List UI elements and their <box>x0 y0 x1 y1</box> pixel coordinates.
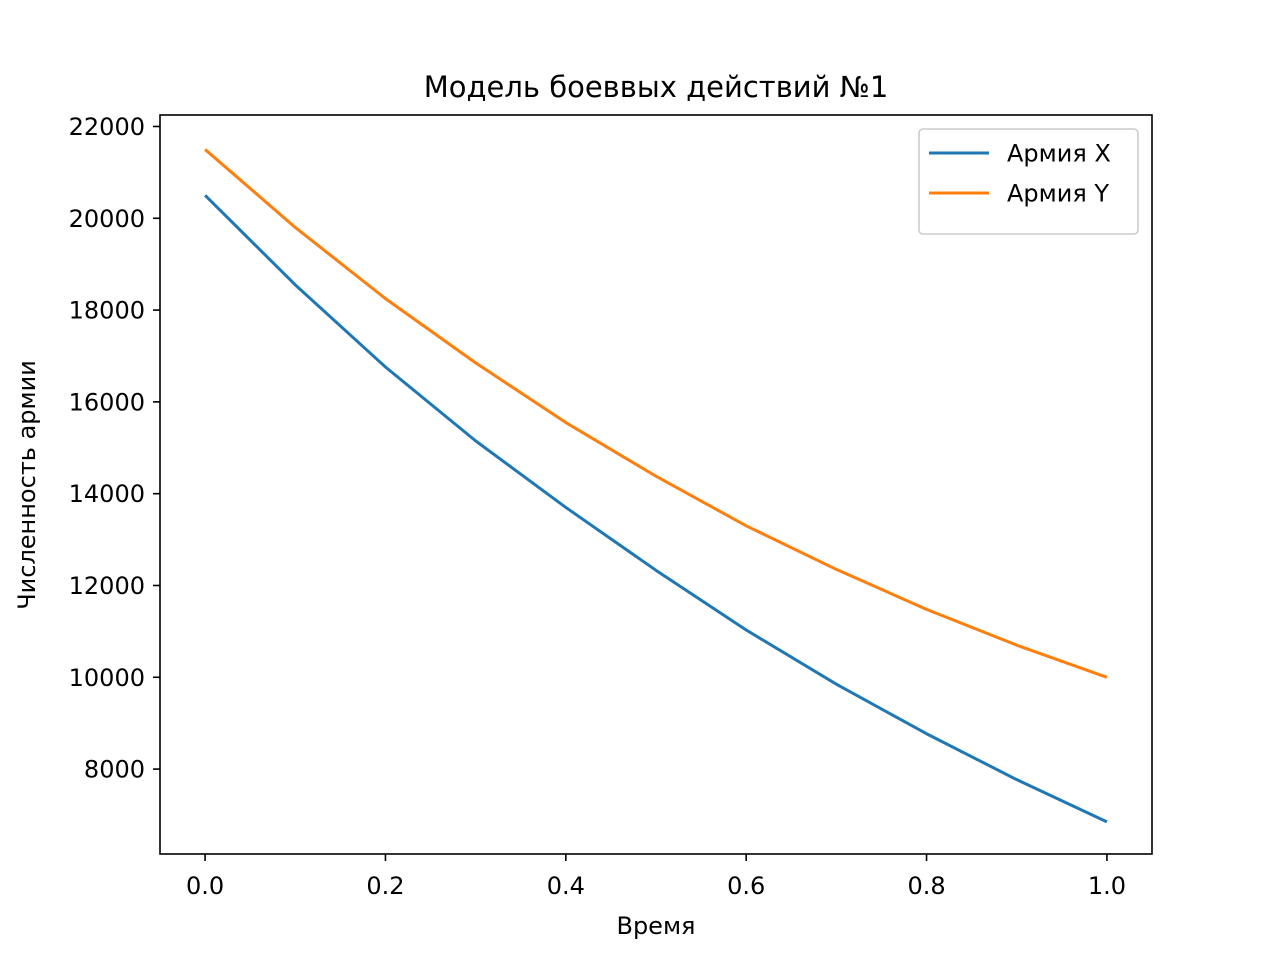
y-tick-label: 8000 <box>84 756 145 784</box>
plot-background <box>160 115 1152 854</box>
y-tick-label: 12000 <box>69 572 145 600</box>
y-axis-label: Численность армии <box>13 360 41 610</box>
y-axis-ticks: 8000 10000 12000 14000 16000 18000 20000 22000 <box>69 113 160 784</box>
legend-box <box>918 128 1139 235</box>
y-tick-label: 14000 <box>69 480 145 508</box>
x-tick-label: 0.4 <box>547 872 585 900</box>
series-line-2 <box>204 148 1108 679</box>
y-tick-label: 22000 <box>69 113 145 141</box>
legend: Армия X Армия Y <box>918 128 1139 235</box>
plot-frame <box>159 114 1153 855</box>
y-tick-label: 18000 <box>69 297 145 325</box>
series-line-1 <box>204 194 1108 824</box>
y-tick-label: 16000 <box>69 388 145 416</box>
legend-label-1: Армия X <box>1007 140 1111 168</box>
y-tick-label: 10000 <box>69 664 145 692</box>
x-tick-label: 0.0 <box>186 872 224 900</box>
x-tick-label: 0.8 <box>907 872 945 900</box>
x-tick-label: 1.0 <box>1088 872 1126 900</box>
y-tick-label: 20000 <box>69 205 145 233</box>
x-axis-label: Время <box>616 912 695 940</box>
plot-area <box>159 114 1153 855</box>
x-tick-label: 0.2 <box>366 872 404 900</box>
legend-label-2: Армия Y <box>1007 180 1109 208</box>
x-axis-ticks: 0.0 0.2 0.4 0.6 0.8 1.0 <box>186 854 1126 900</box>
chart-title: Модель боеввых действий №1 <box>424 70 889 104</box>
x-tick-label: 0.6 <box>727 872 765 900</box>
